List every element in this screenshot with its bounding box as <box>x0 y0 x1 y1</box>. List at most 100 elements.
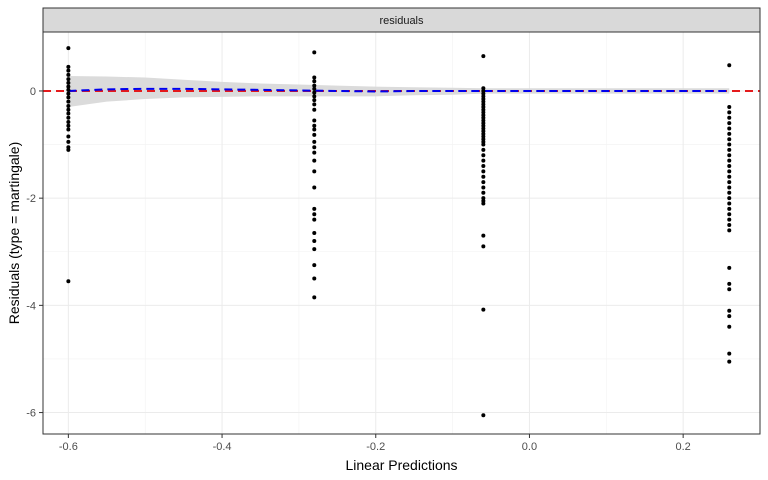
data-point <box>727 110 732 115</box>
data-point <box>727 351 732 356</box>
data-point <box>312 107 317 112</box>
data-point <box>727 201 732 206</box>
data-point <box>66 95 71 100</box>
data-point <box>312 239 317 244</box>
data-point <box>312 139 317 144</box>
data-point <box>312 263 317 268</box>
data-point <box>66 127 71 132</box>
data-point <box>66 139 71 144</box>
data-point <box>481 201 486 206</box>
data-point <box>312 247 317 252</box>
data-point <box>66 134 71 139</box>
smooth-line <box>68 87 730 93</box>
data-point <box>312 169 317 174</box>
data-point <box>727 153 732 158</box>
data-point <box>727 126 732 131</box>
data-point <box>481 54 486 59</box>
data-point <box>481 307 486 312</box>
data-point <box>312 217 317 222</box>
data-point <box>312 50 317 55</box>
data-point <box>727 222 732 227</box>
data-point <box>727 180 732 185</box>
data-point <box>312 79 317 84</box>
data-point <box>727 190 732 195</box>
data-point <box>727 217 732 222</box>
x-tick-label: 0.2 <box>676 441 691 453</box>
x-tick-label: -0.4 <box>213 441 232 453</box>
y-axis-title: Residuals (type = martingale) <box>6 142 22 324</box>
data-point <box>481 169 486 174</box>
data-point <box>312 90 317 95</box>
data-point <box>312 98 317 103</box>
x-axis-title: Linear Predictions <box>345 457 457 473</box>
smooth-line-layer <box>68 87 730 93</box>
data-point <box>727 142 732 147</box>
data-point <box>481 180 486 185</box>
data-point <box>66 120 71 125</box>
facet-strip-label: residuals <box>379 15 424 27</box>
data-point <box>727 63 732 68</box>
data-point <box>66 123 71 128</box>
data-point <box>727 196 732 201</box>
data-point <box>312 185 317 190</box>
data-point <box>312 276 317 281</box>
y-tick-label: 0 <box>30 86 36 98</box>
data-point <box>312 127 317 132</box>
data-point <box>727 212 732 217</box>
data-point <box>727 281 732 286</box>
data-point <box>727 174 732 179</box>
data-point <box>312 206 317 211</box>
data-point <box>727 265 732 270</box>
data-point <box>481 233 486 238</box>
data-point <box>66 77 71 82</box>
plot-panel <box>43 32 760 434</box>
data-point <box>481 413 486 418</box>
data-point <box>66 111 71 116</box>
data-point <box>727 164 732 168</box>
data-point <box>66 80 71 85</box>
y-tick-label: -4 <box>26 300 36 312</box>
data-point <box>312 295 317 300</box>
data-point <box>66 107 71 112</box>
data-point <box>312 86 317 91</box>
data-point <box>66 72 71 77</box>
data-point <box>312 150 317 155</box>
data-point <box>481 185 486 190</box>
data-point <box>312 145 317 150</box>
data-point <box>481 142 486 147</box>
data-point <box>727 228 732 233</box>
data-point <box>481 244 486 249</box>
data-point <box>312 158 317 163</box>
x-axis-ticks: -0.6 -0.4 -0.2 0.0 0.2 <box>59 434 691 453</box>
data-point <box>312 212 317 217</box>
data-point <box>481 174 486 179</box>
data-point <box>66 99 71 104</box>
data-point <box>66 279 71 284</box>
data-point <box>312 102 317 107</box>
data-point <box>312 132 317 137</box>
data-point <box>481 153 486 158</box>
data-point <box>727 131 732 136</box>
facet-strip-background <box>42 7 761 33</box>
data-point <box>727 314 732 319</box>
data-point <box>312 231 317 235</box>
data-point <box>66 91 71 96</box>
data-point <box>481 164 486 168</box>
data-point <box>727 287 732 292</box>
data-point <box>727 359 732 364</box>
data-point <box>727 137 732 142</box>
data-point <box>481 158 486 163</box>
data-point <box>727 115 732 120</box>
data-point <box>312 75 317 80</box>
data-point <box>727 121 732 126</box>
data-point <box>312 83 317 88</box>
data-point <box>727 147 732 152</box>
data-point <box>481 190 486 195</box>
data-point <box>66 68 71 73</box>
data-point <box>66 46 71 51</box>
data-point <box>727 308 732 313</box>
data-point <box>66 147 71 152</box>
data-point <box>312 123 317 128</box>
y-axis-ticks: 0 -2 -4 -6 <box>26 86 43 420</box>
